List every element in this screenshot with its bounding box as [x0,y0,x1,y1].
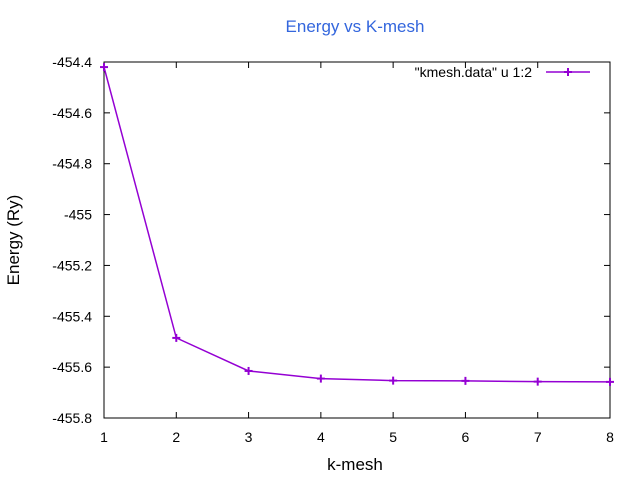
y-tick-label: -454.6 [52,105,92,121]
data-point [244,366,253,375]
data-point [606,377,614,386]
x-tick-label: 3 [245,429,253,445]
y-tick-label: -455 [64,207,92,223]
y-tick-label: -454.8 [52,156,92,172]
y-tick-label: -455.4 [52,308,92,324]
x-tick-label: 1 [100,429,108,445]
y-tick-label: -455.6 [52,359,92,375]
x-tick-label: 5 [389,429,397,445]
data-point [389,376,398,385]
x-axis-label: k-mesh [327,455,383,474]
y-tick-label: -455.8 [52,410,92,426]
y-tick-label: -454.4 [52,54,92,70]
chart-title: Energy vs K-mesh [286,17,425,36]
data-point [533,377,542,386]
legend-marker [564,68,572,76]
x-tick-label: 2 [172,429,180,445]
plot-layer: 1 2 3 4 5 6 7 8 -454.4 -454.6 -454.8 -455 -455.2 -455… [52,54,614,445]
y-axis-label: Energy (Ry) [4,195,23,286]
data-point [461,376,470,385]
series-line [103,66,611,383]
legend: "kmesh.data" u 1:2 [415,64,590,80]
legend-label: "kmesh.data" u 1:2 [415,64,533,80]
y-tick-label: -455.2 [52,257,92,273]
data-point [100,63,108,72]
plot-frame [103,61,611,419]
x-tick-label: 6 [462,429,470,445]
data-point [316,374,325,383]
x-tick-label: 4 [317,429,325,445]
data-point [172,333,181,342]
x-tick-label: 7 [534,429,542,445]
x-tick-label: 8 [606,429,614,445]
